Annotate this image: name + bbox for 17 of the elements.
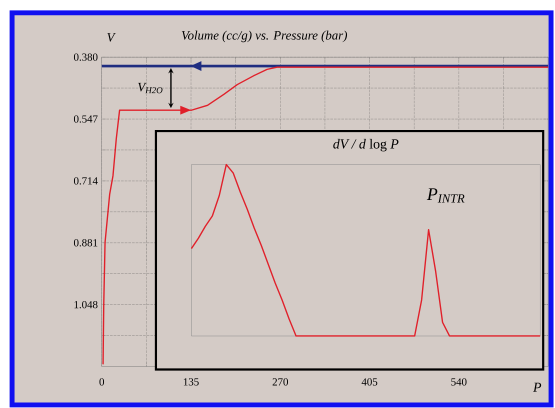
y-tick-label: 1.048	[74, 301, 98, 308]
annotation: V$_{H2O}$	[138, 82, 162, 94]
y-tick-label: 0.380	[74, 54, 98, 61]
x-tick-label: 135	[184, 378, 199, 386]
y-axis-title: V	[107, 33, 116, 42]
x-tick-label: 270	[272, 378, 288, 386]
x-axis-title: P	[532, 382, 542, 392]
y-tick-label: 0.714	[74, 177, 98, 185]
x-tick-label: 405	[362, 378, 378, 386]
x-tick-label: 540	[451, 378, 467, 386]
chart-title: dV / d log P	[333, 138, 398, 152]
x-tick-label: 0	[99, 378, 104, 386]
y-tick-label: 0.881	[74, 239, 98, 246]
chart-title: Volume (cc/g) vs. Pressure (bar)	[182, 30, 348, 42]
annotation: P$_{INTR}$	[426, 188, 464, 203]
y-tick-label: 0.547	[74, 115, 98, 123]
line-series	[102, 66, 549, 366]
